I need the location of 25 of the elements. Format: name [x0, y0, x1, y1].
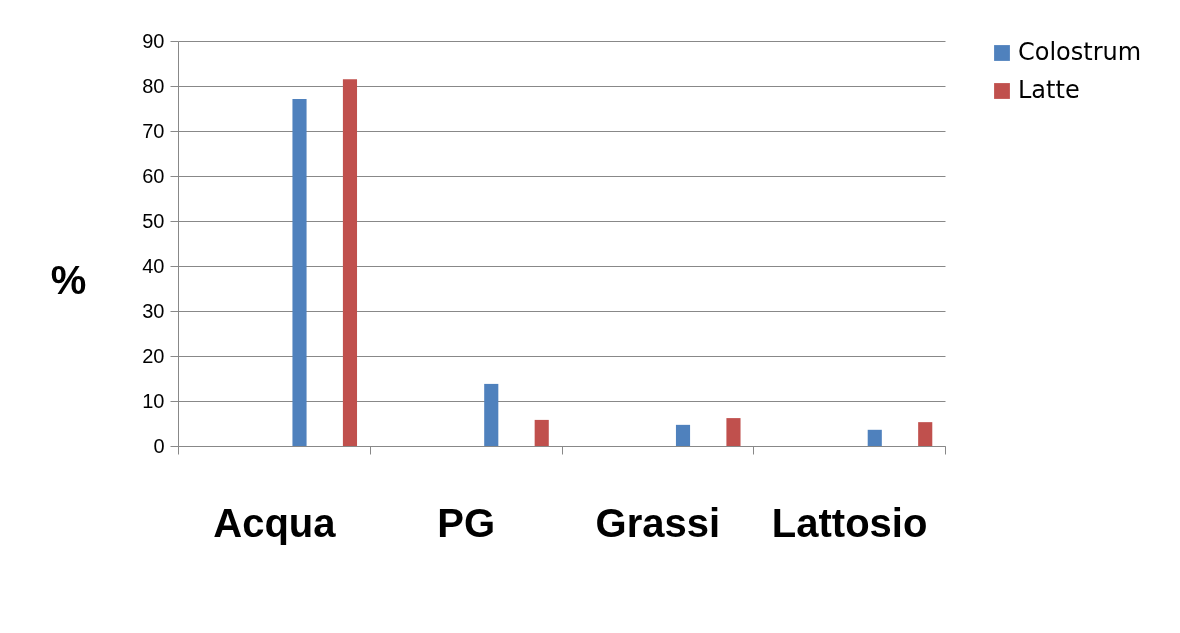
bar — [867, 429, 882, 446]
bar — [342, 79, 358, 446]
x-tick-label: Acqua — [213, 500, 337, 545]
x-tick-label: PG — [437, 500, 496, 545]
y-tick-label: 10 — [142, 389, 165, 412]
y-tick-label: 90 — [142, 29, 165, 52]
bar — [484, 383, 499, 446]
x-tick-label: Lattosio — [771, 500, 928, 545]
y-tick-label: 60 — [142, 164, 165, 187]
y-tick-label: 40 — [142, 254, 165, 277]
y-tick-label: 20 — [142, 344, 165, 367]
y-tick-label: 70 — [142, 119, 165, 142]
y-tick-label: 30 — [142, 299, 165, 322]
y-tick-label: 80 — [142, 74, 165, 97]
bar — [292, 99, 307, 446]
y-axis-title: % — [50, 257, 87, 302]
legend-label: Colostrum — [1018, 38, 1142, 66]
bar — [726, 418, 741, 446]
legend-label: Latte — [1018, 76, 1080, 104]
bar — [534, 419, 549, 446]
x-tick-label: Grassi — [595, 500, 721, 545]
bar — [918, 422, 933, 446]
y-tick-label: 50 — [142, 209, 165, 232]
bar — [675, 424, 691, 446]
y-tick-label: 0 — [153, 434, 165, 457]
